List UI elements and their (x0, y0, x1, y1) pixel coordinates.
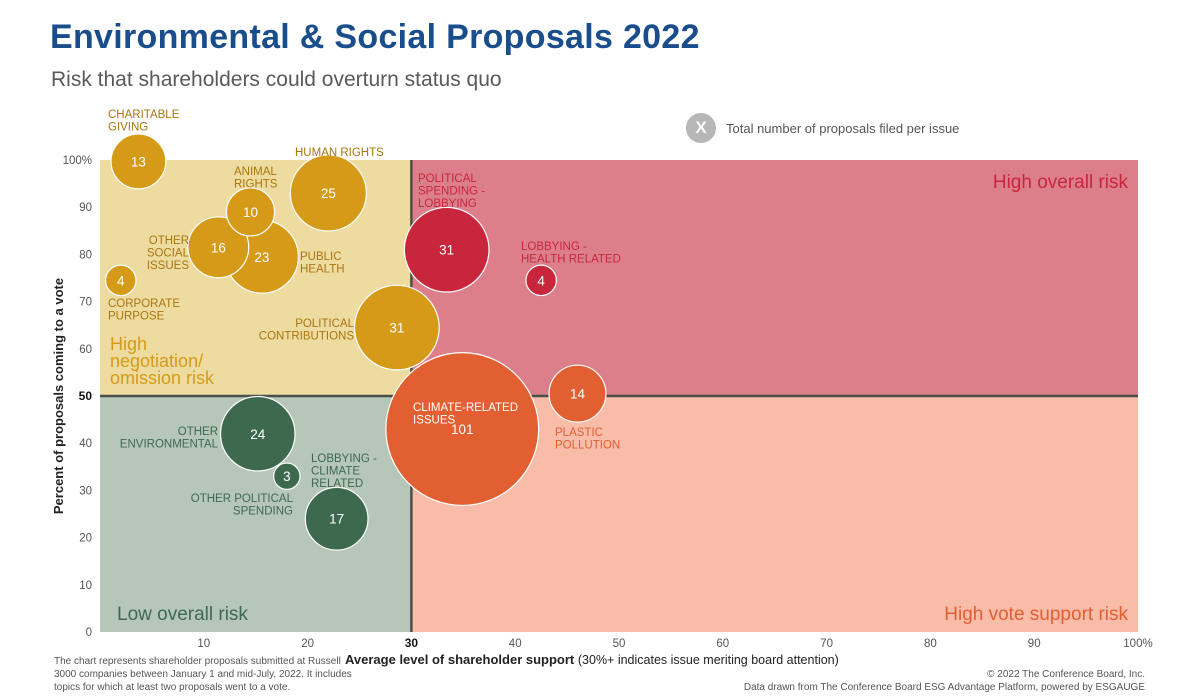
x-tick-label: 40 (509, 638, 522, 650)
point-label: ANIMAL RIGHTS (234, 166, 278, 191)
point-label: LOBBYING -HEALTH RELATED (521, 241, 621, 266)
point-label: HUMAN RIGHTS (295, 147, 384, 159)
point-labels: CHARITABLE GIVING HUMAN RIGHTS ANIMAL RIGHTS… (108, 109, 621, 518)
bubble-value: 23 (254, 250, 269, 265)
x-tick-label: 50 (613, 638, 626, 650)
y-tick-label: 10 (79, 580, 92, 592)
quadrant-label-high-vote-support: High vote support risk (944, 604, 1128, 625)
x-tick-label: 90 (1028, 638, 1041, 650)
bubble (353, 284, 440, 371)
x-tick-label: 70 (820, 638, 833, 650)
bubble (289, 154, 367, 232)
bubble-value: 10 (243, 205, 258, 220)
bubble-value: 4 (117, 273, 125, 288)
quadrant-label-high-overall: High overall risk (993, 172, 1129, 193)
x-tick-label: 30 (405, 636, 419, 650)
x-tick-label: 80 (924, 638, 937, 650)
x-axis-title: Average level of shareholder support (30… (345, 652, 839, 667)
bubble (403, 206, 490, 293)
bubble (525, 264, 557, 297)
point-label: PUBLIC HEALTH (300, 251, 345, 276)
quadrant-label-high-negotiation: High negotiation/omission risk (110, 334, 215, 388)
bubble (104, 264, 137, 297)
point-label: POLITICAL SPENDING -LOBBYING (418, 173, 485, 210)
axis-ticks: 0 10 20 30 40 50 60 70 80 90 100% 10 20 30 40 50 60 70 80 9… (63, 155, 1153, 650)
bubble-value: 31 (389, 321, 404, 336)
chart-title: Environmental & Social Proposals 2022 (50, 18, 700, 56)
bubble-value: 24 (250, 427, 266, 442)
point-label: POLITICAL CONTRIBUTIONS (259, 318, 355, 343)
y-axis-title: Percent of proposals coming to a vote (51, 278, 66, 514)
bubble-value: 16 (211, 240, 226, 255)
chart-subtitle: Risk that shareholders could overturn st… (51, 68, 502, 91)
point-label: CORPORATE PURPOSE (108, 298, 180, 323)
y-tick-label: 30 (79, 485, 92, 497)
bubble (385, 352, 540, 507)
bubble (304, 486, 369, 551)
bubble-value: 13 (131, 154, 146, 169)
point-label: OTHER ENVIRONMENTAL (120, 426, 219, 451)
bubble-value: 14 (570, 387, 586, 402)
y-tick-label: 80 (79, 249, 92, 261)
y-tick-label: 100% (63, 155, 92, 167)
bubble (187, 216, 250, 279)
axis-titles: Average level of shareholder support (30… (51, 278, 839, 667)
y-tick-label: 60 (79, 344, 92, 356)
copyright: © 2022 The Conference Board, Inc. (987, 669, 1145, 680)
point-label: LOBBYING -CLIMATE RELATED (311, 453, 377, 490)
point-label: OTHER POLITICAL SPENDING (191, 493, 294, 518)
x-tick-label: 100% (1123, 638, 1152, 650)
y-tick-label: 40 (79, 438, 92, 450)
point-label: PLASTIC POLLUTION (555, 427, 620, 452)
point-label: OTHER SOCIAL ISSUES (147, 235, 190, 272)
y-tick-label: 0 (86, 627, 92, 639)
bubble-value: 31 (439, 243, 454, 258)
y-tick-label: 20 (79, 533, 92, 545)
point-label: CHARITABLE GIVING (108, 109, 180, 134)
y-tick-label: 70 (79, 297, 92, 309)
bubble (219, 395, 296, 472)
y-tick-label: 90 (79, 202, 92, 214)
legend: X Total number of proposals filed per is… (686, 113, 959, 143)
bubble (110, 133, 167, 190)
source-note: Data drawn from The Conference Board ESG… (743, 682, 1145, 693)
legend-badge: X (686, 113, 716, 143)
bubbles: 101 31 31 25 24 23 17 16 14 13 10 4 4 3 (104, 133, 607, 551)
quadrant-high-overall (411, 160, 1138, 396)
legend-text: Total number of proposals filed per issu… (726, 120, 960, 136)
bubble-value: 101 (451, 422, 474, 437)
footnote: The chart represents shareholder proposa… (54, 656, 352, 693)
point-label: CLIMATE-RELATED ISSUES (413, 402, 518, 427)
x-tick-label: 20 (301, 638, 314, 650)
bubble (548, 364, 607, 423)
quadrant-label-low-overall: Low overall risk (117, 604, 248, 625)
quadrant-labels: High overall risk High negotiation/omissio… (110, 172, 1128, 625)
x-tick-label: 60 (716, 638, 729, 650)
bubble (225, 187, 276, 237)
bubble-value: 17 (329, 512, 344, 527)
bubble (273, 462, 301, 491)
bubble-value: 4 (537, 273, 545, 288)
y-tick-label: 50 (79, 389, 93, 403)
bubble-value: 3 (283, 469, 291, 484)
x-tick-label: 10 (197, 638, 210, 650)
bubble-value: 25 (321, 186, 336, 201)
